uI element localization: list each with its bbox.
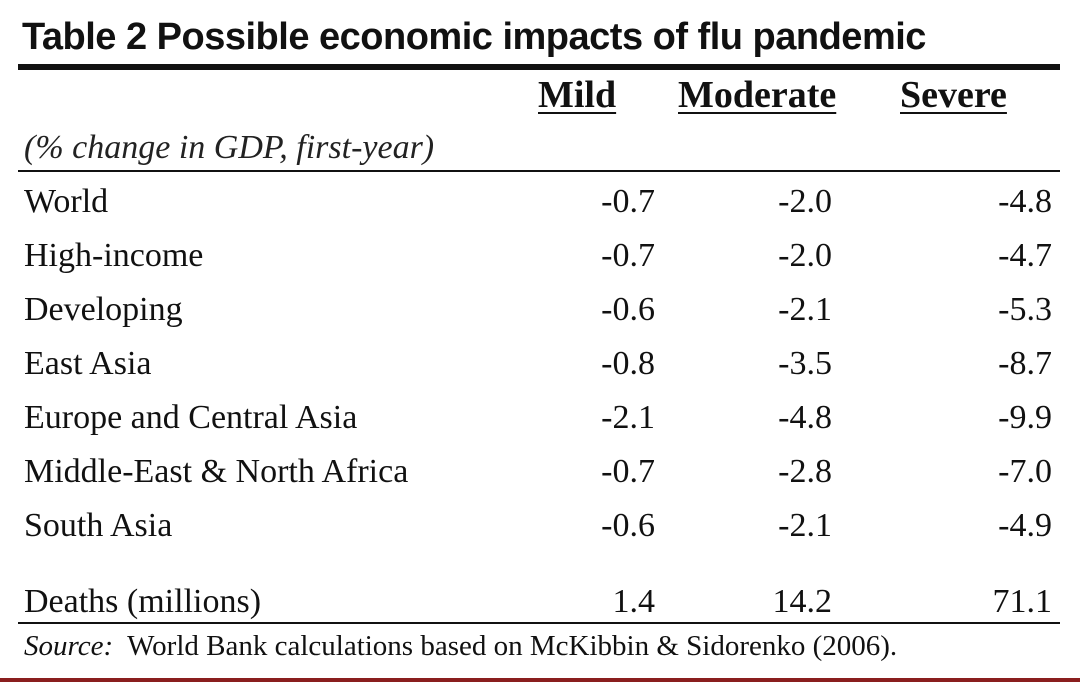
source-note: Source: World Bank calculations based on… xyxy=(24,626,897,666)
cell-mild: -0.6 xyxy=(601,507,655,544)
cell-mild: -0.7 xyxy=(601,237,655,274)
cell-moderate: 14.2 xyxy=(772,583,833,620)
column-header-severe: Severe xyxy=(900,74,1007,116)
cell-moderate: -2.0 xyxy=(778,237,832,274)
cell-moderate: -2.0 xyxy=(778,183,832,220)
cell-severe: -8.7 xyxy=(998,345,1052,382)
bottom-accent-bar xyxy=(0,678,1080,682)
table-row: World -0.7 -2.0 -4.8 xyxy=(0,180,1080,224)
table-row: Europe and Central Asia -2.1 -4.8 -9.9 xyxy=(0,396,1080,440)
table-row: East Asia -0.8 -3.5 -8.7 xyxy=(0,342,1080,386)
table-row: High-income -0.7 -2.0 -4.7 xyxy=(0,234,1080,278)
cell-severe: 71.1 xyxy=(992,583,1053,620)
row-label: Deaths (millions) xyxy=(24,583,262,620)
row-label: South Asia xyxy=(24,507,173,544)
row-label: Europe and Central Asia xyxy=(24,399,358,436)
cell-severe: -5.3 xyxy=(998,291,1052,328)
cell-moderate: -3.5 xyxy=(778,345,832,382)
row-label: Middle-East & North Africa xyxy=(24,453,409,490)
cell-mild: -0.6 xyxy=(601,291,655,328)
header-rule xyxy=(18,170,1060,172)
cell-severe: -7.0 xyxy=(998,453,1052,490)
deaths-row: Deaths (millions) 1.4 14.2 71.1 xyxy=(0,580,1080,624)
table-row: Middle-East & North Africa -0.7 -2.8 -7.… xyxy=(0,450,1080,494)
table-row: Developing -0.6 -2.1 -5.3 xyxy=(0,288,1080,332)
cell-moderate: -2.1 xyxy=(778,507,832,544)
table-title: Table 2 Possible economic impacts of flu… xyxy=(22,16,926,58)
source-label: Source: xyxy=(24,630,114,662)
cell-mild: -0.7 xyxy=(601,453,655,490)
cell-mild: -0.8 xyxy=(601,345,655,382)
top-rule xyxy=(18,64,1060,70)
bottom-rule xyxy=(18,622,1060,624)
row-label: Developing xyxy=(24,291,183,328)
column-header-mild: Mild xyxy=(538,74,617,116)
cell-mild: 1.4 xyxy=(612,583,656,620)
cell-moderate: -2.8 xyxy=(778,453,832,490)
cell-severe: -4.9 xyxy=(998,507,1052,544)
cell-severe: -4.8 xyxy=(998,183,1052,220)
row-label: High-income xyxy=(24,237,204,274)
cell-mild: -2.1 xyxy=(601,399,655,436)
cell-moderate: -4.8 xyxy=(778,399,832,436)
row-label: World xyxy=(24,183,109,220)
unit-note: (% change in GDP, first-year) xyxy=(24,129,435,166)
column-header-moderate: Moderate xyxy=(678,74,837,116)
cell-severe: -4.7 xyxy=(998,237,1052,274)
cell-moderate: -2.1 xyxy=(778,291,832,328)
row-label: East Asia xyxy=(24,345,152,382)
cell-severe: -9.9 xyxy=(998,399,1052,436)
source-text: World Bank calculations based on McKibbi… xyxy=(127,630,898,662)
table-row: South Asia -0.6 -2.1 -4.9 xyxy=(0,504,1080,548)
cell-mild: -0.7 xyxy=(601,183,655,220)
